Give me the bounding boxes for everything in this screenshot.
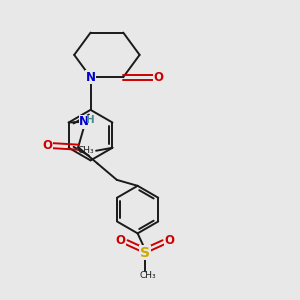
- Text: S: S: [140, 246, 150, 260]
- Text: O: O: [43, 139, 52, 152]
- Text: N: N: [79, 116, 89, 128]
- Text: O: O: [153, 71, 163, 84]
- Text: O: O: [116, 234, 126, 247]
- Text: N: N: [85, 71, 96, 84]
- Text: H: H: [86, 116, 95, 125]
- Text: O: O: [164, 234, 174, 247]
- Text: CH₃: CH₃: [140, 272, 156, 280]
- Text: CH₃: CH₃: [78, 146, 94, 155]
